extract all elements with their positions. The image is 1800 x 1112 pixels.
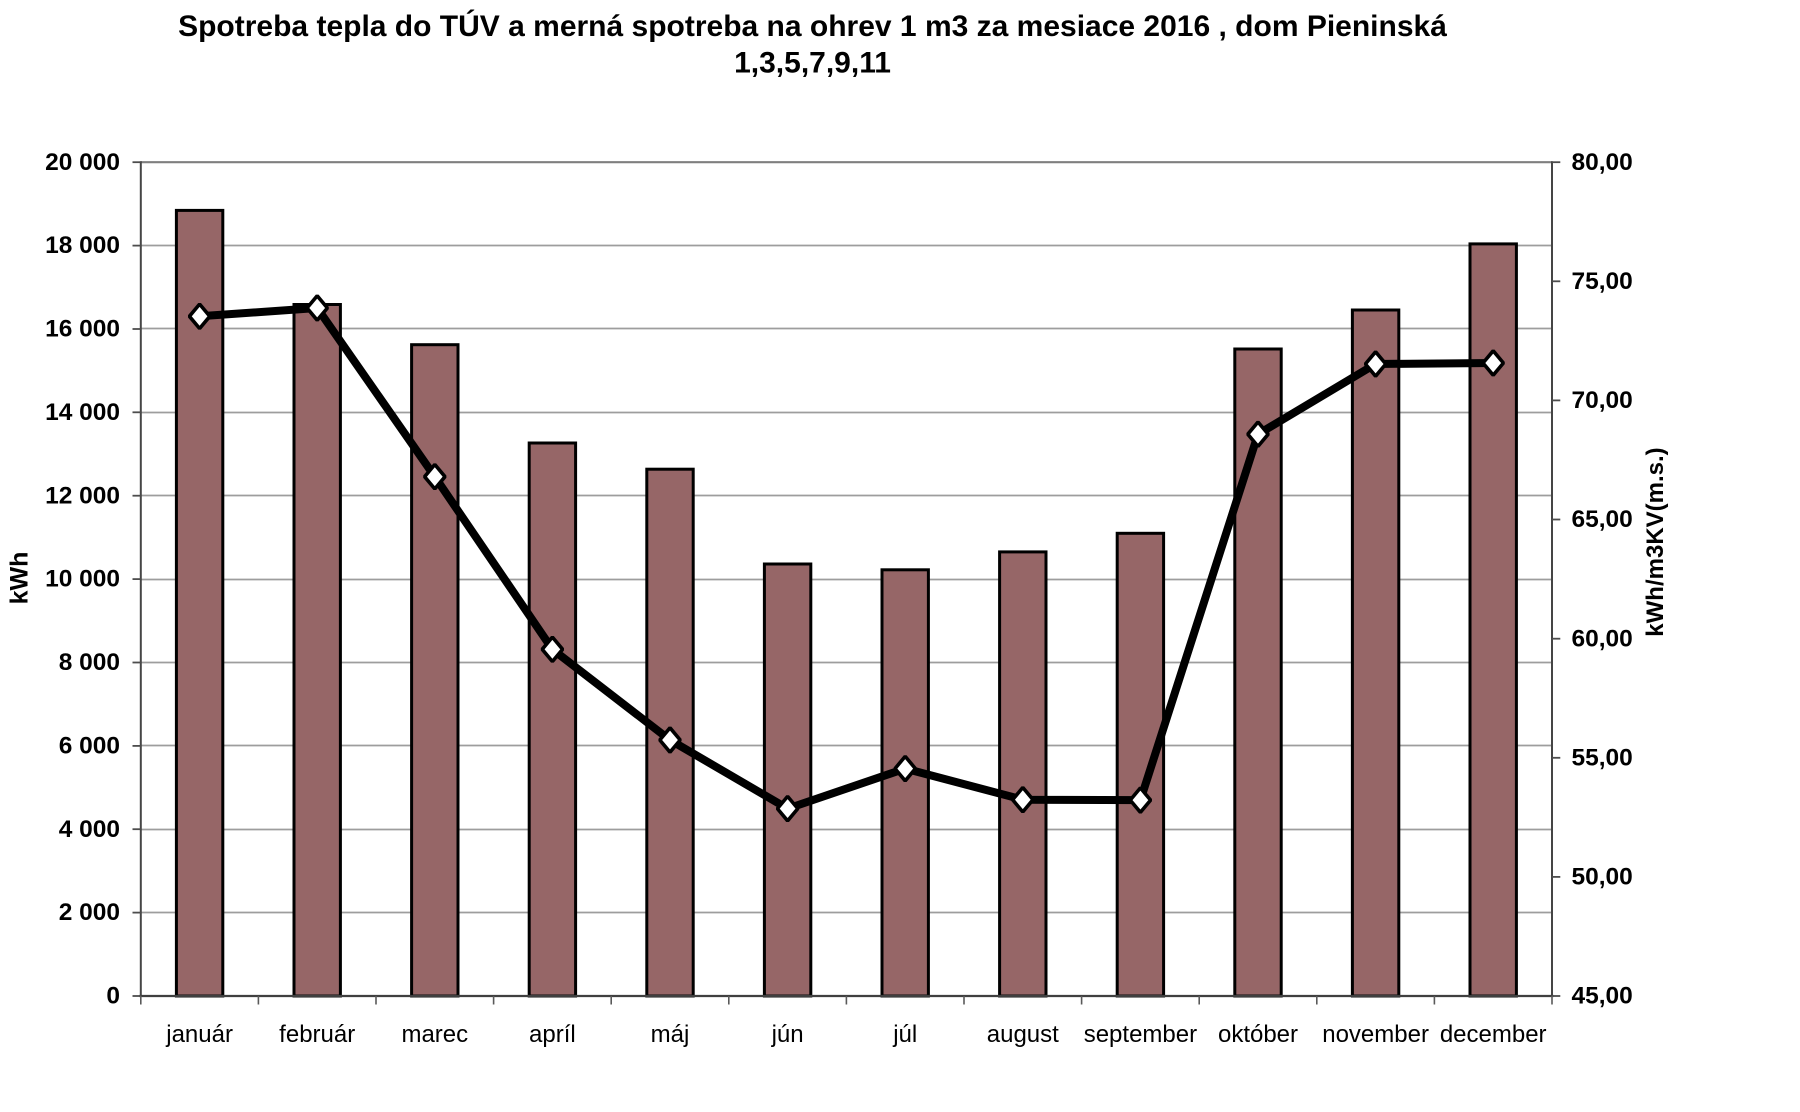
svg-text:september: september <box>1084 1021 1197 1048</box>
svg-text:6 000: 6 000 <box>59 733 120 760</box>
svg-text:júl: júl <box>892 1021 917 1048</box>
svg-text:november: november <box>1322 1021 1429 1048</box>
svg-text:75,00: 75,00 <box>1572 268 1633 295</box>
svg-text:kWh/m3KV(m.s.): kWh/m3KV(m.s.) <box>1642 447 1669 636</box>
svg-text:február: február <box>279 1021 355 1048</box>
svg-text:máj: máj <box>651 1021 690 1048</box>
svg-text:55,00: 55,00 <box>1572 744 1633 771</box>
svg-text:12 000: 12 000 <box>45 482 120 509</box>
svg-text:0: 0 <box>106 983 120 1010</box>
svg-text:60,00: 60,00 <box>1572 625 1633 652</box>
svg-text:50,00: 50,00 <box>1572 864 1633 891</box>
svg-text:december: december <box>1440 1021 1547 1048</box>
svg-text:apríl: apríl <box>529 1021 576 1048</box>
svg-text:16 000: 16 000 <box>45 316 120 343</box>
svg-text:október: október <box>1218 1021 1298 1048</box>
svg-text:marec: marec <box>401 1021 468 1048</box>
svg-text:jún: jún <box>771 1021 804 1048</box>
svg-text:8 000: 8 000 <box>59 649 120 676</box>
svg-text:január: január <box>165 1021 233 1048</box>
svg-text:2 000: 2 000 <box>59 899 120 926</box>
svg-text:1,3,5,7,9,11: 1,3,5,7,9,11 <box>734 46 891 79</box>
svg-text:august: august <box>987 1021 1059 1048</box>
svg-text:70,00: 70,00 <box>1572 387 1633 414</box>
svg-text:80,00: 80,00 <box>1572 149 1633 176</box>
svg-text:65,00: 65,00 <box>1572 506 1633 533</box>
svg-text:kWh: kWh <box>6 552 34 605</box>
svg-text:18 000: 18 000 <box>45 232 120 259</box>
svg-text:Spotreba tepla do TÚV a merná: Spotreba tepla do TÚV a merná spotreba n… <box>178 9 1447 43</box>
svg-text:20 000: 20 000 <box>45 149 120 176</box>
svg-text:14 000: 14 000 <box>45 399 120 426</box>
svg-text:4 000: 4 000 <box>59 816 120 843</box>
svg-text:10 000: 10 000 <box>45 566 120 593</box>
svg-text:45,00: 45,00 <box>1572 983 1633 1010</box>
